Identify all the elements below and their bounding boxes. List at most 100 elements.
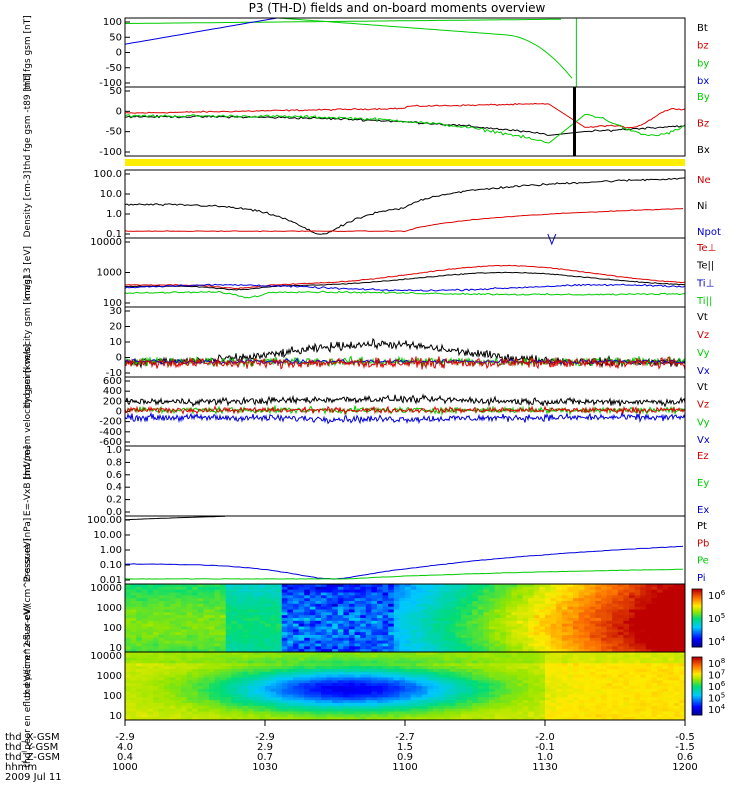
heatmap-cell: [130, 623, 137, 627]
heatmap-cell: [147, 601, 154, 605]
heatmap-cell: [472, 620, 479, 625]
heatmap-cell: [326, 663, 333, 667]
heatmap-cell: [584, 708, 591, 712]
heatmap-cell: [472, 584, 479, 588]
heatmap-cell: [449, 683, 456, 687]
heatmap-cell: [237, 657, 243, 661]
heatmap-cell: [136, 700, 143, 704]
heatmap-cell: [466, 643, 473, 647]
heatmap-cell: [561, 589, 568, 593]
heatmap-cell: [601, 623, 607, 627]
heatmap-cell: [265, 708, 271, 712]
heatmap-cell: [477, 674, 484, 678]
heatmap-cell: [405, 694, 411, 698]
heatmap-cell: [399, 620, 406, 625]
heatmap-cell: [645, 609, 652, 613]
heatmap-cell: [410, 606, 417, 610]
heatmap-cell: [556, 598, 563, 602]
heatmap-cell: [679, 632, 686, 636]
heatmap-cell: [427, 714, 434, 718]
heatmap-cell: [405, 598, 411, 602]
heatmap-cell: [573, 714, 579, 718]
heatmap-cell: [438, 705, 445, 710]
heatmap-cell: [225, 705, 232, 710]
heatmap-cell: [192, 657, 199, 661]
heatmap-cell: [175, 708, 182, 712]
heatmap-cell: [438, 700, 445, 704]
heatmap-cell: [617, 711, 624, 715]
heatmap-cell: [377, 598, 383, 602]
heatmap-cell: [550, 626, 557, 630]
heatmap-cell: [259, 635, 266, 639]
heatmap-cell: [545, 708, 551, 712]
heatmap-cell: [550, 652, 557, 656]
heatmap-cell: [623, 671, 630, 676]
heatmap-cell: [662, 609, 669, 613]
heatmap-cell: [287, 674, 294, 678]
heatmap-cell: [343, 626, 350, 630]
heatmap-cell: [270, 603, 277, 608]
heatmap-cell: [511, 657, 518, 661]
heatmap-cell: [181, 694, 187, 698]
heatmap-cell: [388, 652, 395, 656]
heatmap-cell: [377, 615, 383, 619]
heatmap-cell: [673, 717, 680, 721]
heatmap-cell: [377, 620, 383, 625]
heatmap-cell: [130, 586, 137, 591]
heatmap-cell: [584, 620, 591, 625]
heatmap-cell: [298, 654, 305, 659]
heatmap-cell: [444, 601, 451, 605]
heatmap-cell: [517, 711, 523, 715]
heatmap-cell: [533, 584, 540, 588]
heatmap-cell: [651, 598, 658, 602]
heatmap-cell: [321, 595, 327, 599]
heatmap-cell: [371, 657, 378, 661]
heatmap-cell: [349, 603, 355, 608]
heatmap-cell: [365, 677, 372, 681]
heatmap-cell: [360, 601, 367, 605]
heatmap-cell: [584, 592, 591, 596]
heatmap-cell: [209, 618, 215, 622]
heatmap-cell: [298, 649, 305, 653]
heatmap-cell: [522, 652, 529, 656]
heatmap-cell: [349, 677, 355, 681]
heatmap-cell: [186, 635, 193, 639]
heatmap-cell: [270, 674, 277, 678]
heatmap-cell: [505, 589, 512, 593]
heatmap-cell: [673, 632, 680, 636]
heatmap-cell: [539, 612, 546, 616]
heatmap-cell: [276, 677, 283, 681]
heatmap-cell: [511, 629, 518, 633]
heatmap-cell: [651, 714, 658, 718]
heatmap-cell: [449, 697, 456, 701]
heatmap-cell: [270, 652, 277, 656]
heatmap-cell: [410, 711, 417, 715]
heatmap-cell: [382, 708, 389, 712]
heatmap-cell: [242, 618, 249, 622]
heatmap-cell: [237, 700, 243, 704]
heatmap-cell: [231, 697, 238, 701]
heatmap-cell: [662, 683, 669, 687]
heatmap-cell: [259, 592, 266, 596]
heatmap-cell: [679, 708, 686, 712]
heatmap-cell: [612, 654, 619, 659]
heatmap-cell: [231, 592, 238, 596]
heatmap-cell: [365, 632, 372, 636]
heatmap-cell: [634, 669, 641, 673]
heatmap-cell: [606, 615, 613, 619]
heatmap-cell: [175, 714, 182, 718]
heatmap-cell: [595, 592, 602, 596]
heatmap-cell: [438, 637, 445, 642]
heatmap-cell: [259, 601, 266, 605]
heatmap-cell: [550, 606, 557, 610]
heatmap-cell: [668, 586, 675, 591]
heatmap-cell: [444, 629, 451, 633]
heatmap-cell: [276, 703, 283, 707]
heatmap-cell: [522, 612, 529, 616]
heatmap-cell: [326, 615, 333, 619]
heatmap-cell: [181, 598, 187, 602]
heatmap-cell: [623, 708, 630, 712]
heatmap-cell: [472, 654, 479, 659]
heatmap-cell: [365, 652, 372, 656]
heatmap-cell: [421, 584, 428, 588]
